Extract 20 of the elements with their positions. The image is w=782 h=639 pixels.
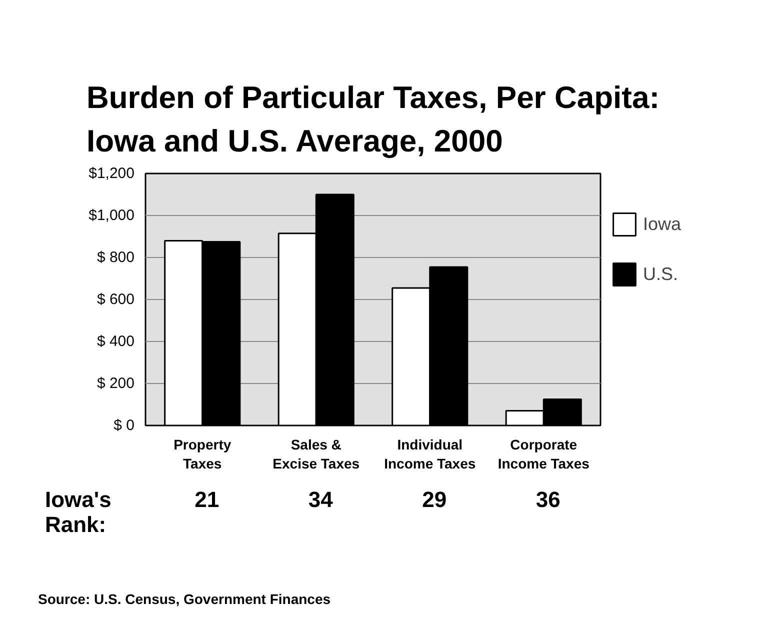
y-tick-label: $1,200 [88, 165, 135, 182]
chart-title: Burden of Particular Taxes, Per Capita: Iowa and U.S. Average, 2000 [86, 80, 660, 158]
source-note: Source: U.S. Census, Government Finances [38, 591, 331, 608]
y-tick-label: $ 400 [96, 333, 135, 350]
annotation: 21 [194, 487, 220, 512]
annotation: 34 [308, 487, 333, 512]
y-tick-label: $ 600 [96, 291, 135, 308]
annotation: Iowa's Rank: [45, 487, 112, 538]
y-tick-label: $ 800 [96, 249, 135, 266]
legend-label: Iowa [643, 214, 682, 234]
y-tick-label: $1,000 [88, 207, 135, 224]
y-tick-label: $ 200 [96, 375, 135, 392]
x-tick-label: Sales & Excise Taxes [272, 436, 360, 472]
x-tick-label: Individual Income Taxes [384, 436, 476, 472]
legend-label: U.S. [643, 264, 678, 284]
x-tick-label: Corporate Income Taxes [498, 436, 590, 472]
x-tick-label: Property Taxes [174, 436, 232, 472]
annotation: 36 [536, 487, 560, 512]
y-tick-label: $ 0 [114, 417, 135, 434]
annotation: 29 [422, 487, 447, 512]
